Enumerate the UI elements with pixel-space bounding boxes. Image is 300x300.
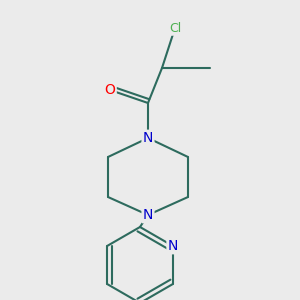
Text: N: N — [143, 131, 153, 145]
Text: N: N — [168, 239, 178, 253]
Text: Cl: Cl — [169, 22, 181, 34]
Text: N: N — [143, 208, 153, 222]
Text: O: O — [105, 83, 116, 97]
